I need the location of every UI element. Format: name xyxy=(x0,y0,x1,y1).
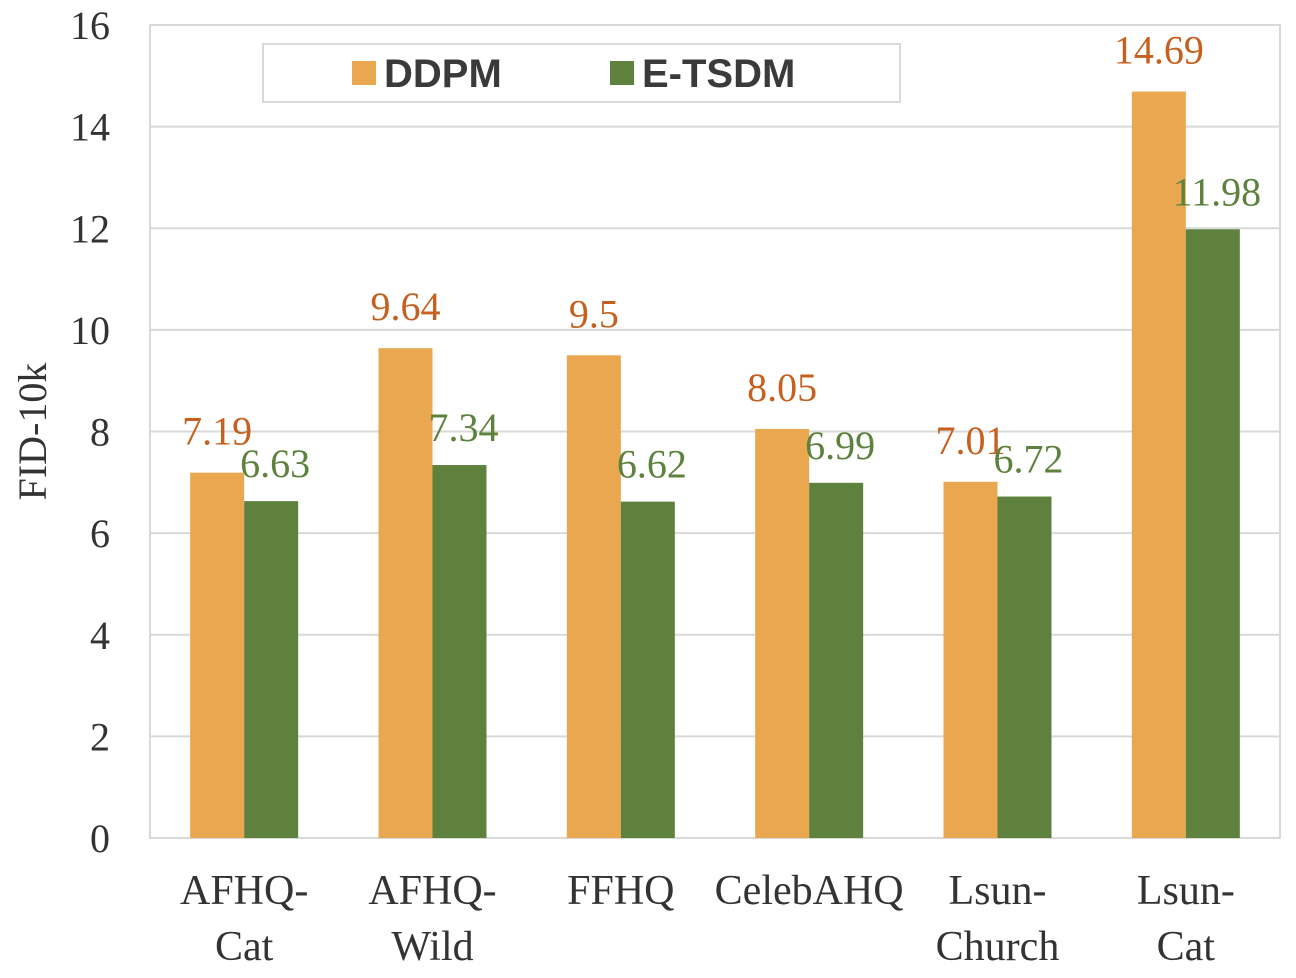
bar-etsdm xyxy=(244,501,299,838)
y-tick-label: 10 xyxy=(70,308,110,353)
x-tick-label: Cat xyxy=(215,924,274,970)
data-label-etsdm: 11.98 xyxy=(1173,169,1262,214)
bars xyxy=(190,91,1240,839)
data-labels: 7.196.63 9.64 7.34 9.5 6.62 8.05 6.99 7.016.72 1… xyxy=(182,28,1261,487)
bar-ddpm xyxy=(190,472,245,838)
x-tick-label: Cat xyxy=(1157,924,1216,970)
gridlines xyxy=(150,24,1280,839)
data-label-ddpm: 7.01 xyxy=(936,418,1006,463)
data-label-ddpm: 8.05 xyxy=(747,365,817,410)
data-label-etsdm: 7.34 xyxy=(429,405,499,450)
bar-ddpm xyxy=(566,355,621,838)
data-label-etsdm: 6.99 xyxy=(805,423,875,468)
data-label-ddpm: 9.64 xyxy=(371,284,441,329)
y-axis-label: FID-10k xyxy=(10,363,55,501)
bar-etsdm xyxy=(620,501,675,838)
data-label-ddpm: 9.5 xyxy=(569,291,619,336)
x-tick-label: AFHQ- xyxy=(180,868,308,914)
legend: DDPM E-TSDM xyxy=(262,43,901,103)
x-tick-label: AFHQ- xyxy=(368,868,496,914)
x-tick-label: Wild xyxy=(391,924,473,970)
bar-etsdm xyxy=(997,496,1052,838)
y-tick-label: 0 xyxy=(90,816,110,861)
bar-ddpm xyxy=(755,428,810,838)
x-axis-categories: AFHQ- Cat AFHQ- Wild FFHQ CelebAHQ Lsun- Church… xyxy=(180,868,1235,970)
bar-etsdm xyxy=(1185,229,1240,839)
x-tick-label: FFHQ xyxy=(567,868,674,914)
x-tick-label: Church xyxy=(936,924,1060,970)
y-tick-label: 4 xyxy=(90,613,110,658)
bar-etsdm xyxy=(432,465,487,838)
bar-ddpm xyxy=(943,481,998,838)
data-label-etsdm: 6.63 xyxy=(240,441,310,486)
y-tick-label: 2 xyxy=(90,714,110,759)
legend-label-ddpm: DDPM xyxy=(384,52,502,96)
bar-etsdm xyxy=(809,482,864,838)
x-tick-label: Lsun- xyxy=(949,868,1047,914)
legend-label-etsdm: E-TSDM xyxy=(642,52,795,96)
plot-frame xyxy=(149,24,1281,839)
data-label-ddpm: 7.19 xyxy=(182,409,252,454)
legend-swatch-ddpm xyxy=(352,61,376,85)
y-axis-ticks: 0 2 4 6 8 10 12 14 16 xyxy=(70,3,110,861)
data-label-ddpm: 14.69 xyxy=(1114,28,1204,73)
bar-ddpm xyxy=(378,348,433,838)
y-tick-label: 6 xyxy=(90,511,110,556)
y-tick-label: 8 xyxy=(90,410,110,455)
x-tick-label: Lsun- xyxy=(1137,868,1235,914)
y-tick-label: 12 xyxy=(70,206,110,251)
y-tick-label: 14 xyxy=(70,105,110,150)
bar-ddpm xyxy=(1131,91,1186,838)
y-tick-label: 16 xyxy=(70,3,110,48)
x-tick-label: CelebAHQ xyxy=(715,868,904,914)
data-label-etsdm: 6.62 xyxy=(617,442,687,487)
data-label-etsdm: 6.72 xyxy=(994,437,1064,482)
legend-swatch-etsdm xyxy=(610,61,634,85)
